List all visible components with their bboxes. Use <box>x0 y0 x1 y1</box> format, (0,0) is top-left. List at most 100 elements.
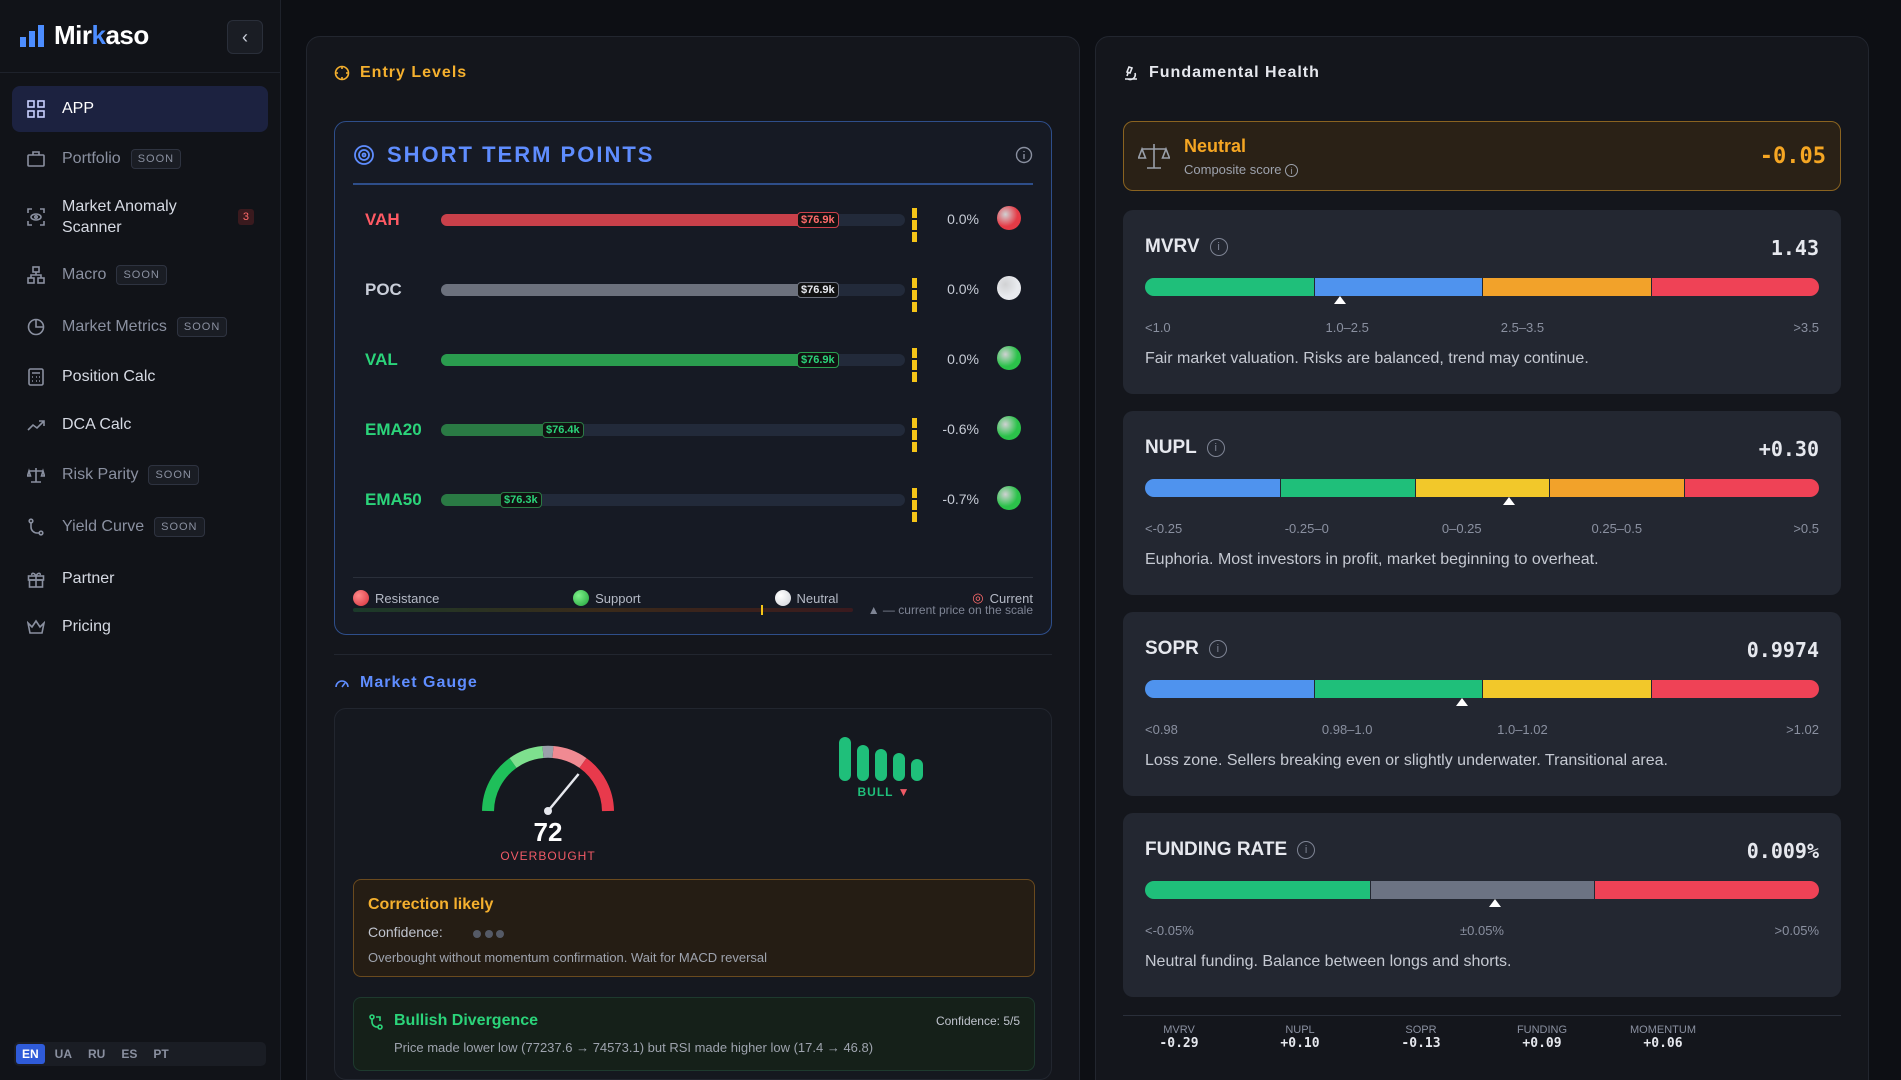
divider <box>353 183 1033 185</box>
lang-en[interactable]: EN <box>16 1044 45 1064</box>
sidebar-item-yield-curve[interactable]: Yield Curve SOON <box>12 504 268 550</box>
sidebar-item-label: Macro <box>62 266 107 283</box>
bull-bar-chart <box>839 731 929 781</box>
level-price-tag: $76.4k <box>542 422 584 438</box>
breakdown-item: MVRV -0.29 <box>1134 1024 1224 1051</box>
scale-label: >0.5 <box>1793 521 1819 536</box>
lang-es[interactable]: ES <box>121 1047 138 1061</box>
divergence-title: Bullish Divergence <box>394 1012 539 1029</box>
language-switcher: EN UA RU ES PT <box>14 1042 266 1066</box>
scale-label: 1.0–2.5 <box>1325 320 1369 335</box>
level-row: EMA20 $76.4k -0.6% <box>335 414 1051 452</box>
sidebar-item-app[interactable]: APP <box>12 86 268 132</box>
info-icon[interactable]: i <box>1208 640 1227 658</box>
metric-position-marker <box>1334 296 1347 304</box>
gift-icon <box>26 569 46 589</box>
sidebar-item-macro[interactable]: Macro SOON <box>12 252 268 298</box>
level-status-dot <box>997 276 1021 300</box>
divergence-alert: Bullish Divergence Confidence: 5/5 Price… <box>353 997 1035 1071</box>
logo-bars-icon <box>20 24 44 47</box>
sidebar-item-label: Market Metrics <box>62 318 167 335</box>
divergence-description: Price made lower low (77237.6 → 74573.1)… <box>394 1040 874 1055</box>
level-status-dot <box>997 486 1021 510</box>
divider <box>0 72 281 73</box>
divergence-confidence: Confidence: 5/5 <box>935 1014 1020 1028</box>
sidebar-item-label: Portfolio <box>62 150 121 167</box>
sidebar-nav: APP Portfolio SOON Market Anomaly Scanner… <box>12 86 268 650</box>
breakdown-item: SOPR -0.13 <box>1376 1024 1466 1051</box>
sidebar-item-market-metrics[interactable]: Market Metrics SOON <box>12 304 268 350</box>
sidebar-item-partner[interactable]: Partner <box>12 556 268 602</box>
lang-ru[interactable]: RU <box>88 1047 106 1061</box>
short-term-points-title: SHORT TERM POINTS <box>353 142 654 168</box>
scale-label: >1.02 <box>1786 722 1819 737</box>
metric-description: Neutral funding. Balance between longs a… <box>1145 953 1512 970</box>
scale-icon <box>1138 144 1170 169</box>
metric-card-funding-rate: FUNDING RATE i 0.009% <-0.05% ±0.05% >0.05… <box>1123 813 1841 997</box>
metric-scale-bar <box>1145 278 1819 296</box>
scale-label: >0.05% <box>1774 923 1819 938</box>
lang-pt[interactable]: PT <box>153 1047 169 1061</box>
metric-description: Loss zone. Sellers breaking even or slig… <box>1145 752 1668 769</box>
sidebar-item-position-calc[interactable]: Position Calc <box>12 354 268 400</box>
briefcase-icon <box>26 149 46 169</box>
scale-segment <box>1145 479 1280 497</box>
breakdown-item: MOMENTUM +0.06 <box>1618 1024 1708 1051</box>
target-icon: ◎ <box>972 590 984 605</box>
target-icon <box>354 145 374 165</box>
breakdown-value: +0.09 <box>1522 1036 1562 1051</box>
scale-label: 2.5–3.5 <box>1500 320 1545 335</box>
breakdown-label: FUNDING <box>1516 1024 1568 1036</box>
market-gauge-title: Market Gauge <box>334 674 478 692</box>
breakdown-label: MOMENTUM <box>1630 1024 1696 1036</box>
scale-label: -0.25–0 <box>1284 521 1329 536</box>
scan-eye-icon <box>26 207 46 227</box>
current-price-marker <box>912 348 918 382</box>
scale-segment <box>1684 479 1819 497</box>
fundamental-health-title: Fundamental Health <box>1123 64 1320 82</box>
breakdown-value: -0.13 <box>1401 1036 1441 1051</box>
sidebar-item-label: DCA Calc <box>62 416 132 433</box>
level-status-dot <box>997 346 1021 370</box>
sidebar-item-pricing[interactable]: Pricing <box>12 604 268 650</box>
metric-name: NUPL i <box>1145 437 1225 459</box>
metric-card-mvrv: MVRV i 1.43 <1.0 1.0–2.5 2.5–3.5 >3.5 Fair … <box>1123 210 1841 394</box>
correction-alert: Correction likely Confidence: Overbought… <box>353 879 1035 977</box>
collapse-sidebar-button[interactable]: ‹ <box>227 20 263 54</box>
lang-ua[interactable]: UA <box>54 1047 73 1061</box>
level-fill <box>441 424 562 436</box>
divider <box>334 654 1052 655</box>
level-track: $76.9k <box>441 278 917 312</box>
composite-status: Neutral <box>1184 136 1247 156</box>
brand-logo[interactable]: Mirkaso <box>20 20 149 51</box>
gauge-dial <box>482 745 614 815</box>
info-icon[interactable]: i <box>1206 439 1225 457</box>
gauge-needle <box>547 773 580 812</box>
level-percent: -0.7% <box>942 491 979 507</box>
git-branch-icon <box>369 1014 383 1030</box>
sidebar-item-portfolio[interactable]: Portfolio SOON <box>12 136 268 182</box>
level-name: VAL <box>365 350 398 369</box>
pie-chart-icon <box>26 317 46 337</box>
metric-scale-bar <box>1145 680 1819 698</box>
info-icon[interactable] <box>1015 146 1033 164</box>
scale-label: 0.25–0.5 <box>1591 521 1643 536</box>
scale-segment <box>1145 278 1314 296</box>
scale-segment <box>1145 881 1370 899</box>
sidebar-item-label: Market Anomaly Scanner <box>62 198 177 236</box>
sidebar-item-market-anomaly-scanner[interactable]: Market Anomaly Scanner 3 <box>12 186 268 248</box>
scale-segment <box>1145 680 1314 698</box>
breakdown-label: MVRV <box>1163 1024 1195 1036</box>
sidebar-item-risk-parity[interactable]: Risk Parity SOON <box>12 452 268 498</box>
info-icon[interactable]: i <box>1209 238 1228 256</box>
level-price-tag: $76.9k <box>797 212 839 228</box>
info-icon[interactable]: i <box>1297 841 1316 859</box>
gauge-value: 72 <box>533 817 563 847</box>
divider <box>1123 1015 1841 1016</box>
metric-value: +0.30 <box>1758 437 1819 461</box>
sidebar: Mirkaso ‹ APP Portfolio SOON Market Anom… <box>0 0 281 1080</box>
breakdown-label: NUPL <box>1285 1024 1315 1036</box>
sidebar-item-dca-calc[interactable]: DCA Calc <box>12 402 268 448</box>
scale-segment <box>1279 479 1415 497</box>
level-track: $76.9k <box>441 348 917 382</box>
